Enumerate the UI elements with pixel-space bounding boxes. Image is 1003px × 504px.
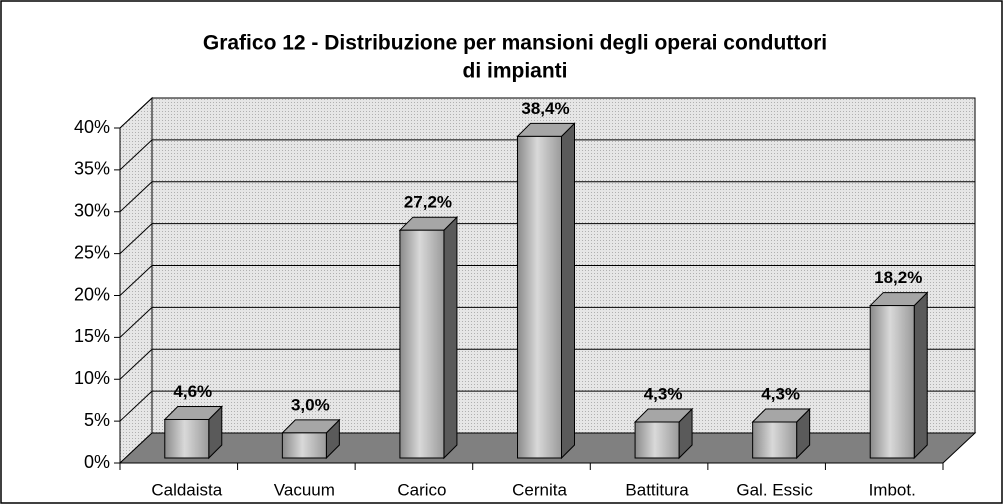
data-label: 4,3%	[761, 384, 800, 403]
grid-line	[119, 265, 153, 296]
data-label: 18,2%	[874, 268, 922, 287]
x-tick-label: Vacuum	[274, 480, 335, 499]
bar	[869, 305, 915, 459]
bar	[281, 432, 327, 459]
data-label: 4,3%	[644, 384, 683, 403]
y-tick-label: 0%	[84, 452, 110, 472]
x-tick-label: Gal. Essic	[736, 480, 813, 499]
x-tick-label: Imbot.	[869, 480, 916, 499]
x-tick-label: Carico	[397, 480, 446, 499]
bar-side	[561, 122, 575, 460]
x-tick-label: Cernita	[512, 480, 567, 499]
grid-line	[119, 390, 153, 422]
grid-line	[119, 139, 153, 171]
grid-line	[119, 181, 153, 213]
data-label: 3,0%	[291, 395, 330, 414]
y-tick-label: 20%	[74, 284, 110, 304]
y-tick-label: 5%	[84, 410, 110, 430]
chart-title: di impianti	[463, 60, 568, 83]
y-tick-label: 35%	[74, 159, 110, 179]
grid-line	[119, 307, 153, 338]
bar-side	[443, 215, 458, 460]
y-tick-label: 15%	[74, 326, 110, 346]
x-tick-label: Battitura	[625, 480, 689, 499]
chart-title: Grafico 12 - Distribuzione per mansioni …	[203, 32, 827, 55]
bar	[634, 421, 680, 459]
y-tick-label: 40%	[74, 117, 110, 137]
bar	[752, 421, 798, 459]
data-label: 4,6%	[173, 382, 212, 401]
bar-side	[913, 291, 928, 460]
x-tick-label: Caldaista	[151, 480, 222, 499]
grid-line	[119, 348, 153, 380]
data-label: 38,4%	[521, 99, 569, 118]
grid-line	[119, 223, 153, 254]
y-tick-label: 25%	[74, 242, 110, 262]
y-tick-label: 10%	[74, 368, 110, 388]
data-label: 27,2%	[404, 193, 452, 212]
bar	[517, 135, 562, 459]
bar	[399, 229, 445, 459]
y-tick-label: 30%	[74, 201, 110, 221]
grid-line	[119, 97, 153, 129]
bar	[164, 418, 210, 459]
